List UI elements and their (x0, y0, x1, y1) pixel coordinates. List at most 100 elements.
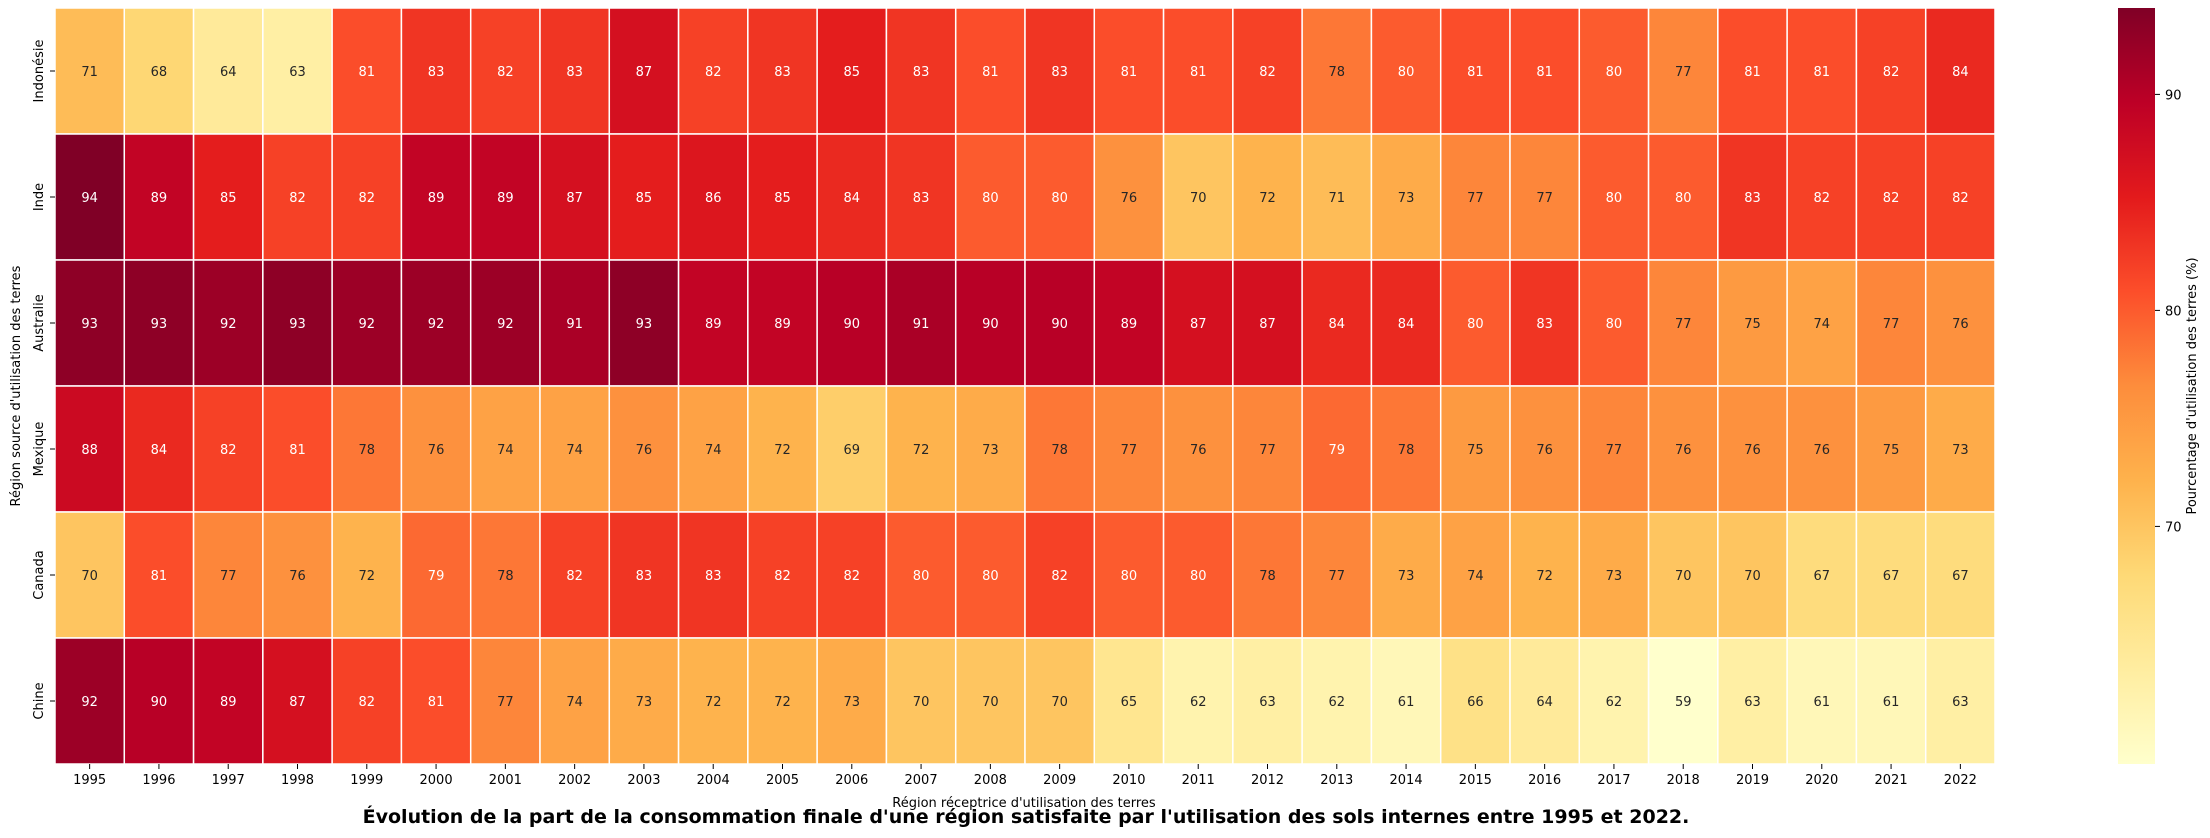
heatmap-cell (608, 511, 680, 639)
heatmap-cell (123, 7, 195, 135)
heatmap-cell (1924, 259, 1996, 387)
cell-value-label: 83 (428, 65, 445, 80)
heatmap-cell (747, 385, 818, 513)
x-tick-label: 2020 (1805, 773, 1838, 788)
heatmap-cell (539, 133, 611, 261)
cell-value-label: 78 (1051, 443, 1068, 458)
cell-value-label: 79 (428, 569, 445, 584)
heatmap-cell (954, 259, 1026, 387)
cell-value-label: 61 (1398, 695, 1415, 710)
heatmap-cell (192, 7, 264, 135)
heatmap-cell (469, 385, 541, 513)
cell-value-label: 90 (844, 317, 861, 332)
cell-value-label: 87 (289, 695, 306, 710)
heatmap-cell (1162, 511, 1234, 639)
heatmap-cell (54, 385, 126, 513)
cell-value-label: 82 (220, 443, 237, 458)
cell-value-label: 82 (1952, 191, 1969, 206)
cell-value-label: 63 (289, 65, 306, 80)
cell-value-label: 72 (913, 443, 930, 458)
heatmap-cell (1578, 259, 1650, 387)
cell-value-label: 72 (1536, 569, 1553, 584)
heatmap-cell (816, 511, 888, 639)
cell-value-label: 73 (1952, 443, 1969, 458)
heatmap-cell (1578, 7, 1650, 135)
cell-value-label: 80 (1606, 317, 1623, 332)
heatmap-cell (1924, 637, 1996, 765)
heatmap-cell (1855, 637, 1927, 765)
heatmap-cell (1301, 7, 1373, 135)
x-tick-label: 2010 (1112, 773, 1145, 788)
x-tick-label: 2019 (1736, 773, 1769, 788)
cell-value-label: 64 (220, 65, 237, 80)
heatmap-cell (1717, 259, 1788, 387)
heatmap-cell (885, 259, 957, 387)
cell-value-label: 83 (1536, 317, 1553, 332)
x-tick-label: 2009 (1043, 773, 1076, 788)
x-tick-label: 2008 (974, 773, 1007, 788)
heatmap-cell (1924, 385, 1996, 513)
x-tick-label: 2004 (697, 773, 730, 788)
heatmap-cell (954, 637, 1026, 765)
heatmap-cell (1370, 637, 1442, 765)
cell-value-label: 62 (1606, 695, 1623, 710)
cell-value-label: 61 (1883, 695, 1900, 710)
heatmap-cell (677, 511, 749, 639)
heatmap-cell (400, 7, 472, 135)
cell-value-label: 77 (1467, 191, 1484, 206)
cell-value-label: 82 (1259, 65, 1276, 80)
heatmap-cell (192, 133, 264, 261)
cell-value-label: 67 (1814, 569, 1831, 584)
heatmap-cell (747, 259, 818, 387)
heatmap-cell (1301, 385, 1373, 513)
cell-value-label: 85 (636, 191, 653, 206)
heatmap-cell (747, 511, 818, 639)
cell-value-label: 74 (566, 695, 583, 710)
heatmap-cell (539, 259, 611, 387)
cell-value-label: 78 (1259, 569, 1276, 584)
cell-value-label: 77 (1675, 65, 1692, 80)
cell-value-label: 73 (844, 695, 861, 710)
cell-value-label: 70 (1744, 569, 1761, 584)
heatmap-cell (1786, 385, 1858, 513)
cell-value-label: 85 (220, 191, 237, 206)
heatmap-cell (677, 259, 749, 387)
heatmap-cell (54, 133, 126, 261)
heatmap-cell (1855, 511, 1927, 639)
heatmap-cell (1578, 637, 1650, 765)
cell-value-label: 80 (1606, 65, 1623, 80)
heatmap-cell (608, 637, 680, 765)
colorbar-label: Pourcentage d'utilisation des terres (%) (2185, 257, 2200, 514)
heatmap-cell (262, 511, 333, 639)
cell-value-label: 77 (1606, 443, 1623, 458)
heatmap-cell (1370, 385, 1442, 513)
cell-value-label: 78 (359, 443, 376, 458)
heatmap-cell (885, 385, 957, 513)
cell-value-label: 80 (1398, 65, 1415, 80)
cell-value-label: 63 (1259, 695, 1276, 710)
heatmap-cell (1093, 637, 1165, 765)
cell-value-label: 82 (1051, 569, 1068, 584)
colorbar-tick-label: 80 (2165, 304, 2182, 319)
cell-value-label: 73 (636, 695, 653, 710)
cell-value-label: 72 (705, 695, 722, 710)
cell-value-label: 71 (81, 65, 98, 80)
cell-value-label: 92 (81, 695, 98, 710)
heatmap-cell (1370, 259, 1442, 387)
cell-value-label: 82 (1814, 191, 1831, 206)
cell-value-label: 70 (913, 695, 930, 710)
cell-value-label: 76 (1952, 317, 1969, 332)
x-tick-label: 2015 (1459, 773, 1492, 788)
cell-value-label: 87 (566, 191, 583, 206)
heatmap-cell (1162, 259, 1234, 387)
cell-value-label: 72 (1259, 191, 1276, 206)
cell-value-label: 83 (705, 569, 722, 584)
cell-value-label: 70 (1675, 569, 1692, 584)
heatmap-cell (192, 385, 264, 513)
heatmap-cell (1578, 385, 1650, 513)
x-tick-label: 1998 (281, 773, 314, 788)
heatmap-cell (747, 133, 818, 261)
heatmap-cell (1024, 637, 1096, 765)
cell-value-label: 73 (1606, 569, 1623, 584)
